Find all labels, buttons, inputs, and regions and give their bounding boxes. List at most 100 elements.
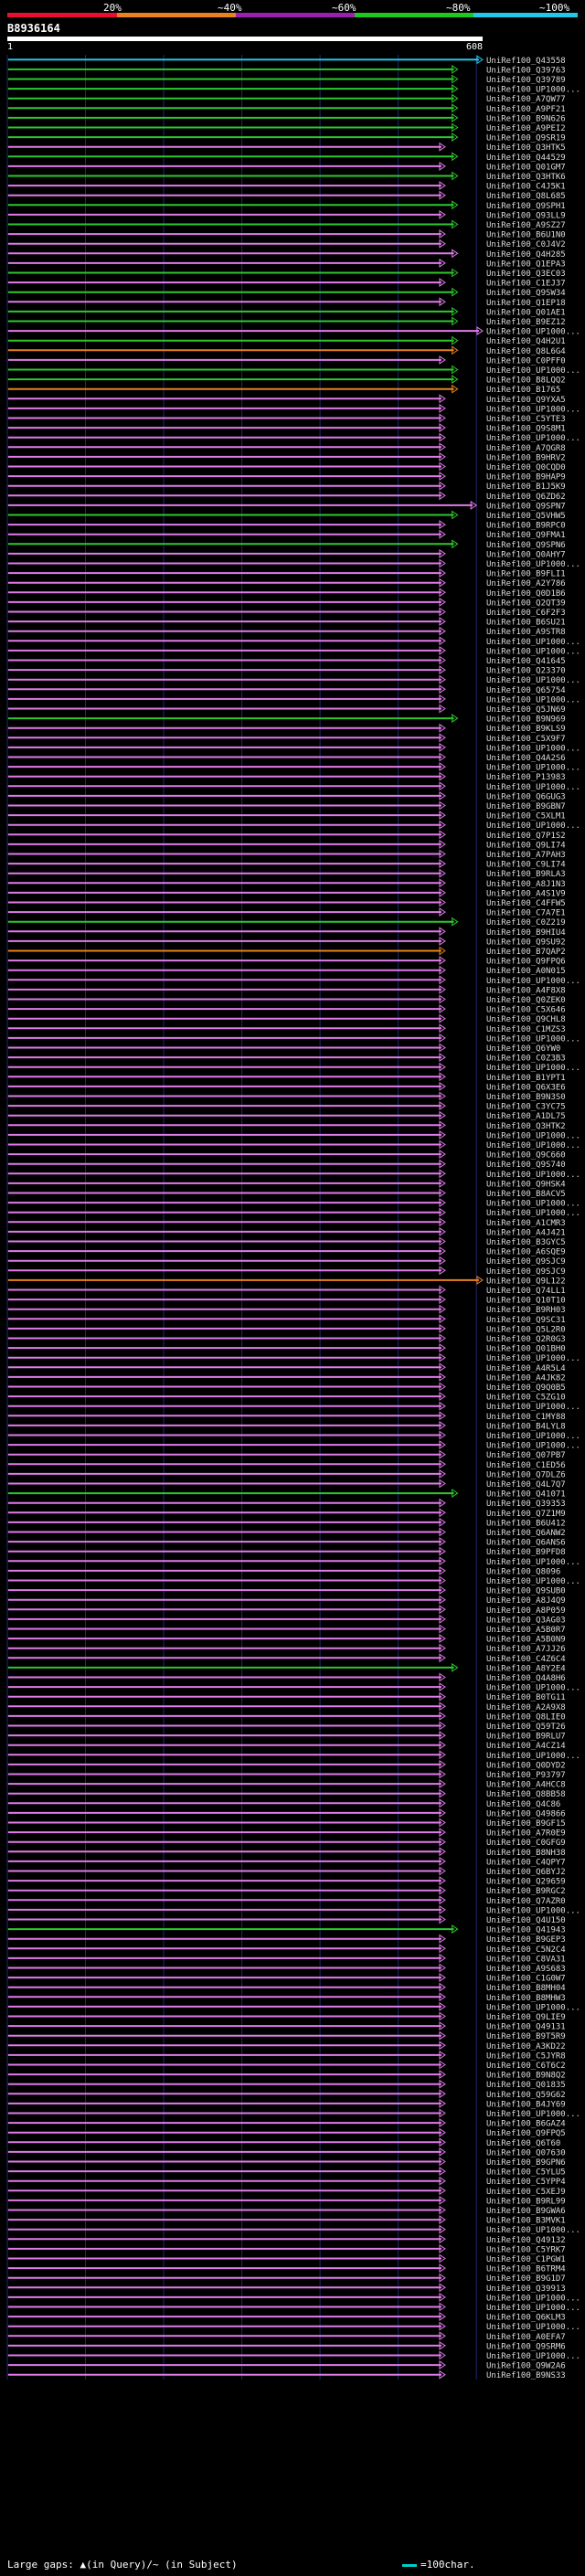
hit-row[interactable]: UniRef100_UP1000...	[7, 1198, 580, 1209]
hit-label[interactable]: UniRef100_Q6YW0	[486, 1044, 560, 1054]
hit-row[interactable]: UniRef100_Q29659	[7, 1876, 566, 1887]
hit-label[interactable]: UniRef100_UP1000...	[486, 1558, 580, 1567]
hit-row[interactable]: UniRef100_A8J1N3	[7, 878, 566, 889]
hit-row[interactable]: UniRef100_B3MVK1	[7, 2215, 566, 2226]
hit-row[interactable]: UniRef100_Q4C86	[7, 1798, 560, 1809]
hit-label[interactable]: UniRef100_Q2R0G3	[486, 1335, 566, 1344]
hit-row[interactable]: UniRef100_Q6X3E6	[7, 1081, 566, 1093]
hit-row[interactable]: UniRef100_Q8096	[7, 1565, 560, 1577]
hit-row[interactable]: UniRef100_A7JJ26	[7, 1643, 566, 1655]
hit-row[interactable]: UniRef100_B8NH38	[7, 1847, 566, 1858]
hit-label[interactable]: UniRef100_Q2QT39	[486, 599, 566, 608]
hit-row[interactable]: UniRef100_B9G1D7	[7, 2273, 566, 2284]
hit-label[interactable]: UniRef100_C5X646	[486, 1006, 566, 1015]
hit-row[interactable]: UniRef100_UP1000...	[7, 1129, 580, 1141]
hit-label[interactable]: UniRef100_UP1000...	[486, 1064, 580, 1073]
hit-row[interactable]: UniRef100_C0PFF0	[7, 355, 566, 366]
hit-label[interactable]: UniRef100_B9EZ12	[486, 318, 566, 327]
hit-row[interactable]: UniRef100_B9N3S0	[7, 1091, 566, 1103]
hit-label[interactable]: UniRef100_Q59G62	[486, 2091, 566, 2100]
hit-label[interactable]: UniRef100_B9NS33	[486, 2371, 566, 2380]
hit-label[interactable]: UniRef100_Q01BH0	[486, 1345, 566, 1354]
hit-row[interactable]: UniRef100_C5XEJ9	[7, 2186, 566, 2197]
hit-row[interactable]: UniRef100_Q8L685	[7, 190, 566, 202]
hit-row[interactable]: UniRef100_UP1000...	[7, 84, 580, 95]
hit-label[interactable]: UniRef100_Q4L7Q7	[486, 1480, 566, 1489]
hit-label[interactable]: UniRef100_UP1000...	[486, 638, 580, 647]
hit-label[interactable]: UniRef100_B3GYC5	[486, 1238, 566, 1247]
hit-row[interactable]: UniRef100_A2Y786	[7, 578, 566, 589]
hit-label[interactable]: UniRef100_UP1000...	[486, 405, 580, 414]
hit-label[interactable]: UniRef100_B9GBN7	[486, 802, 566, 811]
hit-label[interactable]: UniRef100_A9S683	[486, 1965, 566, 1974]
hit-row[interactable]: UniRef100_C7A7E1	[7, 907, 566, 918]
hit-label[interactable]: UniRef100_Q59T26	[486, 1723, 566, 1732]
hit-row[interactable]: UniRef100_UP1000...	[7, 762, 580, 773]
hit-label[interactable]: UniRef100_B8NH38	[486, 1849, 566, 1858]
hit-row[interactable]: UniRef100_Q39789	[7, 74, 566, 86]
hit-label[interactable]: UniRef100_A7PAH3	[486, 851, 566, 860]
hit-row[interactable]: UniRef100_Q8LIE0	[7, 1711, 566, 1723]
hit-label[interactable]: UniRef100_UP1000...	[486, 366, 580, 376]
hit-row[interactable]: UniRef100_B9N8Q2	[7, 2070, 566, 2081]
hit-label[interactable]: UniRef100_B9GF15	[486, 1819, 566, 1829]
hit-row[interactable]: UniRef100_A7QGR8	[7, 442, 566, 453]
hit-row[interactable]: UniRef100_UP1000...	[7, 403, 580, 415]
hit-row[interactable]: UniRef100_Q39353	[7, 1498, 566, 1510]
hit-label[interactable]: UniRef100_UP1000...	[486, 676, 580, 685]
hit-row[interactable]: UniRef100_B9HRV2	[7, 451, 566, 463]
hit-row[interactable]: UniRef100_UP1000...	[7, 636, 580, 647]
hit-label[interactable]: UniRef100_B9N626	[486, 114, 566, 123]
hit-label[interactable]: UniRef100_Q5VHW5	[486, 512, 566, 521]
hit-row[interactable]: UniRef100_B7QAP2	[7, 946, 566, 958]
hit-row[interactable]: UniRef100_Q10T10	[7, 1295, 566, 1306]
hit-label[interactable]: UniRef100_C0J4V2	[486, 240, 566, 249]
hit-label[interactable]: UniRef100_A5B0N9	[486, 1636, 566, 1645]
hit-label[interactable]: UniRef100_Q9FMA1	[486, 531, 566, 540]
hit-label[interactable]: UniRef100_B4LYL8	[486, 1422, 566, 1431]
hit-label[interactable]: UniRef100_B9HRV2	[486, 453, 566, 462]
hit-label[interactable]: UniRef100_Q07630	[486, 2148, 566, 2157]
hit-row[interactable]: UniRef100_B9GF15	[7, 1818, 566, 1829]
hit-label[interactable]: UniRef100_Q7AZR0	[486, 1897, 566, 1906]
hit-label[interactable]: UniRef100_Q6KLM3	[486, 2314, 566, 2323]
hit-label[interactable]: UniRef100_A0N015	[486, 967, 566, 976]
hit-row[interactable]: UniRef100_Q3AG03	[7, 1614, 566, 1626]
hit-row[interactable]: UniRef100_A8J4Q9	[7, 1595, 566, 1606]
hit-label[interactable]: UniRef100_Q9LI74	[486, 841, 566, 850]
hit-row[interactable]: UniRef100_Q93LL9	[7, 209, 566, 221]
hit-label[interactable]: UniRef100_C3YC75	[486, 1103, 566, 1112]
hit-row[interactable]: UniRef100_A4JK82	[7, 1372, 566, 1383]
hit-row[interactable]: UniRef100_Q5L2R0	[7, 1323, 566, 1335]
hit-label[interactable]: UniRef100_Q0D1B6	[486, 589, 566, 599]
hit-label[interactable]: UniRef100_UP1000...	[486, 1200, 580, 1209]
hit-label[interactable]: UniRef100_P13983	[486, 773, 566, 782]
hit-label[interactable]: UniRef100_Q8L6G4	[486, 347, 566, 356]
hit-label[interactable]: UniRef100_A9PEI2	[486, 124, 566, 133]
hit-label[interactable]: UniRef100_B6U1N0	[486, 231, 566, 240]
hit-label[interactable]: UniRef100_B1765	[486, 386, 560, 395]
hit-label[interactable]: UniRef100_Q1EPA3	[486, 260, 566, 269]
hit-label[interactable]: UniRef100_A4HCC8	[486, 1781, 566, 1790]
hit-row[interactable]: UniRef100_B9RH03	[7, 1304, 566, 1316]
hit-label[interactable]: UniRef100_B8MHW3	[486, 1994, 566, 2003]
hit-row[interactable]: UniRef100_B9RLA3	[7, 868, 566, 880]
hit-label[interactable]: UniRef100_UP1000...	[486, 695, 580, 705]
hit-label[interactable]: UniRef100_C8VA31	[486, 1955, 566, 1964]
hit-row[interactable]: UniRef100_UP1000...	[7, 1140, 580, 1151]
hit-row[interactable]: UniRef100_UP1000...	[7, 326, 580, 337]
hit-row[interactable]: UniRef100_Q4A2S6	[7, 752, 566, 764]
hit-row[interactable]: UniRef100_Q6ZD62	[7, 491, 566, 502]
hit-row[interactable]: UniRef100_B4JY69	[7, 2098, 566, 2110]
hit-row[interactable]: UniRef100_UP1000...	[7, 1682, 580, 1693]
hit-label[interactable]: UniRef100_Q93LL9	[486, 211, 566, 220]
hit-label[interactable]: UniRef100_C1EJ37	[486, 280, 566, 289]
hit-row[interactable]: UniRef100_Q0CQD0	[7, 461, 566, 473]
hit-label[interactable]: UniRef100_B9GWA6	[486, 2207, 566, 2216]
hit-label[interactable]: UniRef100_Q4U150	[486, 1916, 566, 1925]
hit-label[interactable]: UniRef100_Q9HSK4	[486, 1180, 566, 1189]
hit-label[interactable]: UniRef100_A9SZ27	[486, 221, 566, 230]
hit-row[interactable]: UniRef100_Q9W2A6	[7, 2360, 566, 2371]
hit-label[interactable]: UniRef100_B9G1D7	[486, 2274, 566, 2284]
hit-row[interactable]: UniRef100_B9PFD8	[7, 1546, 566, 1558]
